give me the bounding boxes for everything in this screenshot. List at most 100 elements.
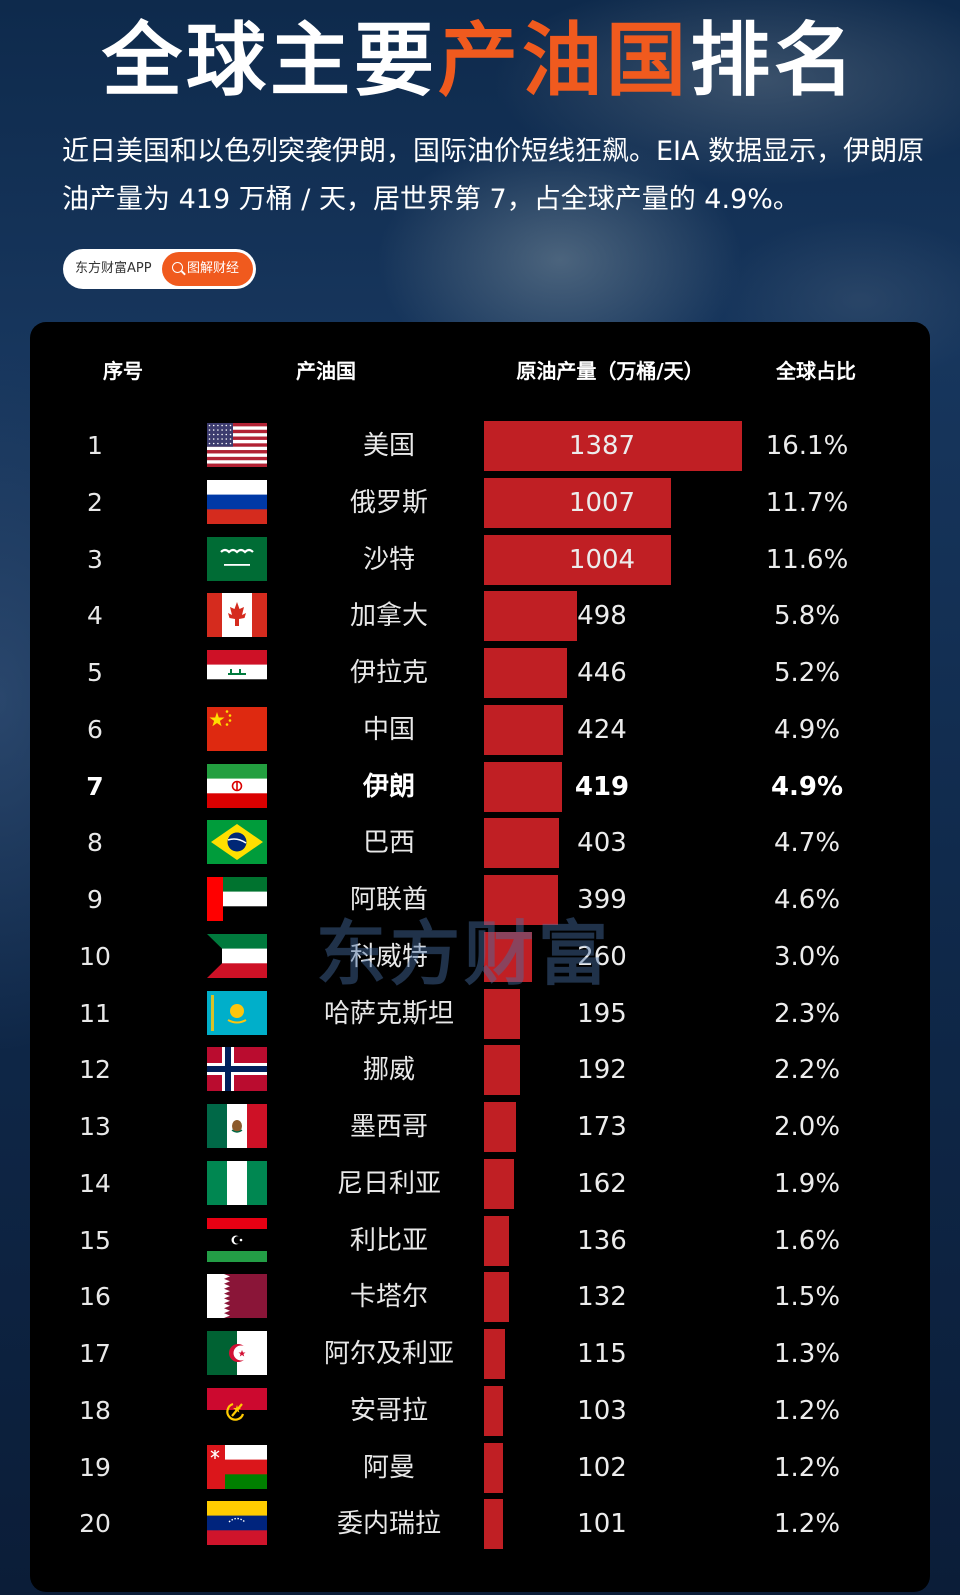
column-header-rank: 序号 xyxy=(103,359,143,383)
flag-algeria-icon xyxy=(207,1331,267,1375)
flag-china-icon xyxy=(207,706,267,751)
production-value: 162 xyxy=(577,1168,627,1199)
production-value: 399 xyxy=(577,885,627,915)
flag-uae-icon xyxy=(207,877,267,921)
country-name: 美国 xyxy=(362,431,415,461)
production-value: 1387 xyxy=(568,431,636,461)
global-share: 16.1% xyxy=(765,431,849,461)
production-bar xyxy=(484,421,742,471)
global-share: 4.7% xyxy=(773,828,841,859)
rank-number: 4 xyxy=(87,601,103,631)
production-value: 1007 xyxy=(568,487,636,518)
production-bar xyxy=(484,648,567,698)
country-name: 阿联酋 xyxy=(349,885,428,915)
country-name: 委内瑞拉 xyxy=(336,1509,441,1540)
country-name: 沙特 xyxy=(362,544,415,575)
production-value: 136 xyxy=(577,1225,627,1256)
flag-canada-icon xyxy=(207,593,267,638)
flag-qatar-icon xyxy=(207,1274,267,1319)
table-row: 14 尼日利亚 162 1.9% xyxy=(30,1156,930,1212)
production-bar xyxy=(484,1045,520,1096)
rank-number: 11 xyxy=(79,998,111,1028)
rank-number: 12 xyxy=(79,1055,111,1085)
table-row: 12 挪威 192 2.2% xyxy=(30,1042,930,1098)
global-share: 2.2% xyxy=(773,1055,841,1086)
country-name: 阿曼 xyxy=(362,1452,415,1483)
production-value: 403 xyxy=(577,828,627,859)
production-value: 115 xyxy=(577,1339,627,1369)
rank-number: 1 xyxy=(87,431,103,460)
production-bar xyxy=(484,818,559,869)
rank-number: 2 xyxy=(87,487,103,517)
production-value: 102 xyxy=(577,1452,627,1483)
table-row: 1 美国 1387 16.1% xyxy=(30,418,930,474)
country-name: 伊朗 xyxy=(362,771,415,802)
global-share: 1.2% xyxy=(773,1452,841,1483)
table-row: 15 利比亚 136 1.6% xyxy=(30,1213,930,1269)
global-share: 4.9% xyxy=(773,714,841,745)
rank-number: 14 xyxy=(79,1168,111,1198)
flag-russia-icon xyxy=(207,479,267,524)
global-share: 3.0% xyxy=(773,941,841,972)
table-row: 2 俄罗斯 1007 11.7% xyxy=(30,475,930,531)
table-row: 10 科威特 260 3.0% xyxy=(30,929,930,985)
rank-number: 9 xyxy=(87,885,103,914)
production-bar xyxy=(484,534,671,585)
production-value: 446 xyxy=(577,658,627,688)
global-share: 1.6% xyxy=(773,1225,841,1256)
flag-norway-icon xyxy=(207,1047,267,1092)
flag-mexico-icon xyxy=(207,1104,267,1148)
rank-number: 10 xyxy=(79,941,111,971)
country-name: 挪威 xyxy=(362,1055,415,1086)
country-name: 利比亚 xyxy=(349,1225,428,1256)
table-row: 20 委内瑞拉 101 1.2% xyxy=(30,1496,930,1552)
table-row: 6 中国 424 4.9% xyxy=(30,702,930,758)
rank-number: 13 xyxy=(79,1112,111,1141)
page-title: 全球主要产油国排名 xyxy=(0,6,960,116)
flag-usa-icon xyxy=(207,423,267,467)
table-row: 13 墨西哥 173 2.0% xyxy=(30,1099,930,1155)
table-row: 18 安哥拉 103 1.2% xyxy=(30,1383,930,1439)
global-share: 1.2% xyxy=(773,1395,841,1426)
rank-number: 5 xyxy=(87,658,103,687)
rank-number: 3 xyxy=(87,544,103,574)
flag-angola-icon xyxy=(207,1387,267,1432)
column-header-country: 产油国 xyxy=(296,359,356,383)
channel-label: 图解财经 xyxy=(187,261,240,276)
production-bar xyxy=(484,931,532,982)
country-name: 俄罗斯 xyxy=(349,487,428,518)
rank-number: 19 xyxy=(79,1452,111,1482)
production-bar xyxy=(484,704,563,755)
country-name: 卡塔尔 xyxy=(349,1282,428,1313)
title-part-1: 全球主要 xyxy=(102,14,438,107)
production-value: 419 xyxy=(574,771,630,802)
table-row: 9 阿联酋 399 4.6% xyxy=(30,872,930,928)
production-bar xyxy=(484,1329,505,1379)
global-share: 11.7% xyxy=(765,487,849,518)
rank-number: 18 xyxy=(79,1395,111,1425)
rank-number: 20 xyxy=(79,1509,111,1539)
title-part-2: 排名 xyxy=(690,14,858,107)
flag-iran-icon xyxy=(207,763,267,808)
global-share: 11.6% xyxy=(765,544,849,575)
subtitle: 近日美国和以色列突袭伊朗，国际油价短线狂飙。EIA 数据显示，伊朗原油产量为 4… xyxy=(62,136,925,215)
flag-oman-icon xyxy=(207,1444,267,1489)
rank-number: 15 xyxy=(79,1225,111,1255)
column-header-production: 原油产量（万桶/天） xyxy=(516,359,704,383)
flag-kuwait-icon xyxy=(207,933,267,978)
global-share: 1.9% xyxy=(773,1168,841,1199)
country-name: 巴西 xyxy=(362,828,415,859)
global-share: 1.2% xyxy=(773,1509,841,1540)
source-tag[interactable]: 东方财富APP 图解财经 xyxy=(63,249,256,289)
production-bar xyxy=(484,1442,503,1493)
production-bar xyxy=(484,1272,509,1323)
channel-pill[interactable]: 图解财经 xyxy=(162,252,253,286)
country-name: 伊拉克 xyxy=(349,658,428,688)
production-bar xyxy=(484,1102,516,1152)
country-name: 安哥拉 xyxy=(349,1395,428,1426)
country-name: 尼日利亚 xyxy=(336,1168,441,1199)
production-bar xyxy=(484,591,577,642)
table-row: 8 巴西 403 4.7% xyxy=(30,815,930,871)
production-bar xyxy=(484,1215,509,1266)
production-bar xyxy=(484,1499,503,1550)
